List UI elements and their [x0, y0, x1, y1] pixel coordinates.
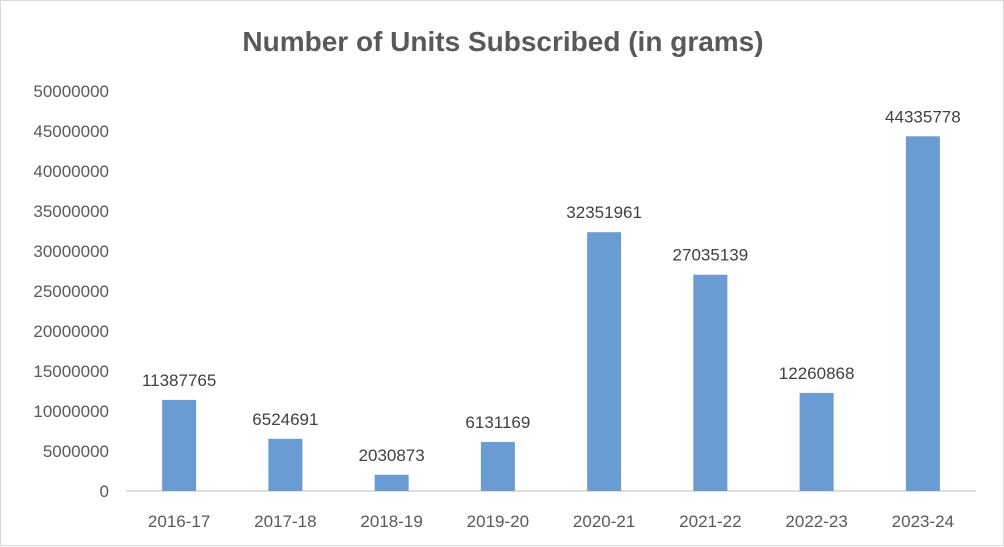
- chart-title: Number of Units Subscribed (in grams): [242, 26, 763, 57]
- data-labels-group: 11387765 6524691 2030873 6131169 32351961 270…: [142, 107, 961, 464]
- y-tick-label: 20000000: [33, 322, 109, 341]
- bar-2021-22: [693, 274, 728, 491]
- y-tick-label: 10000000: [33, 402, 109, 421]
- x-tick-label: 2022-23: [785, 512, 847, 531]
- x-tick-label: 2016-17: [148, 512, 210, 531]
- y-tick-label: 35000000: [33, 202, 109, 221]
- data-label-2017-18: 6524691: [252, 410, 318, 429]
- x-tick-label: 2023-24: [892, 512, 954, 531]
- y-tick-label: 0: [100, 482, 109, 501]
- x-tick-label: 2019-20: [467, 512, 529, 531]
- bar-2018-19: [374, 474, 409, 491]
- y-tick-label: 25000000: [33, 282, 109, 301]
- bar-2020-21: [587, 232, 622, 491]
- data-label-2022-23: 12260868: [779, 364, 855, 383]
- data-label-2018-19: 2030873: [359, 446, 425, 465]
- data-label-2020-21: 32351961: [566, 203, 642, 222]
- bar-2019-20: [480, 441, 515, 491]
- y-axis-ticks: 0 5000000 10000000 15000000 20000000 25000000…: [33, 82, 109, 501]
- x-tick-label: 2021-22: [679, 512, 741, 531]
- y-tick-label: 5000000: [43, 442, 109, 461]
- data-label-2023-24: 44335778: [885, 107, 961, 126]
- y-tick-label: 15000000: [33, 362, 109, 381]
- x-tick-label: 2018-19: [360, 512, 422, 531]
- bar-2016-17: [162, 399, 197, 491]
- data-label-2019-20: 6131169: [465, 413, 530, 432]
- y-tick-label: 40000000: [33, 162, 109, 181]
- x-tick-label: 2020-21: [573, 512, 635, 531]
- x-tick-label: 2017-18: [254, 512, 316, 531]
- y-tick-label: 30000000: [33, 242, 109, 261]
- y-tick-label: 50000000: [33, 82, 109, 101]
- bar-2017-18: [268, 438, 303, 491]
- x-axis-ticks: 2016-17 2017-18 2018-19 2019-20 2020-21 2021-…: [148, 512, 954, 531]
- bar-2023-24: [905, 136, 940, 491]
- data-label-2016-17: 11387765: [142, 371, 216, 390]
- bars-group: [162, 136, 940, 491]
- bar-2022-23: [799, 392, 834, 491]
- y-tick-label: 45000000: [33, 122, 109, 141]
- data-label-2021-22: 27035139: [673, 246, 749, 265]
